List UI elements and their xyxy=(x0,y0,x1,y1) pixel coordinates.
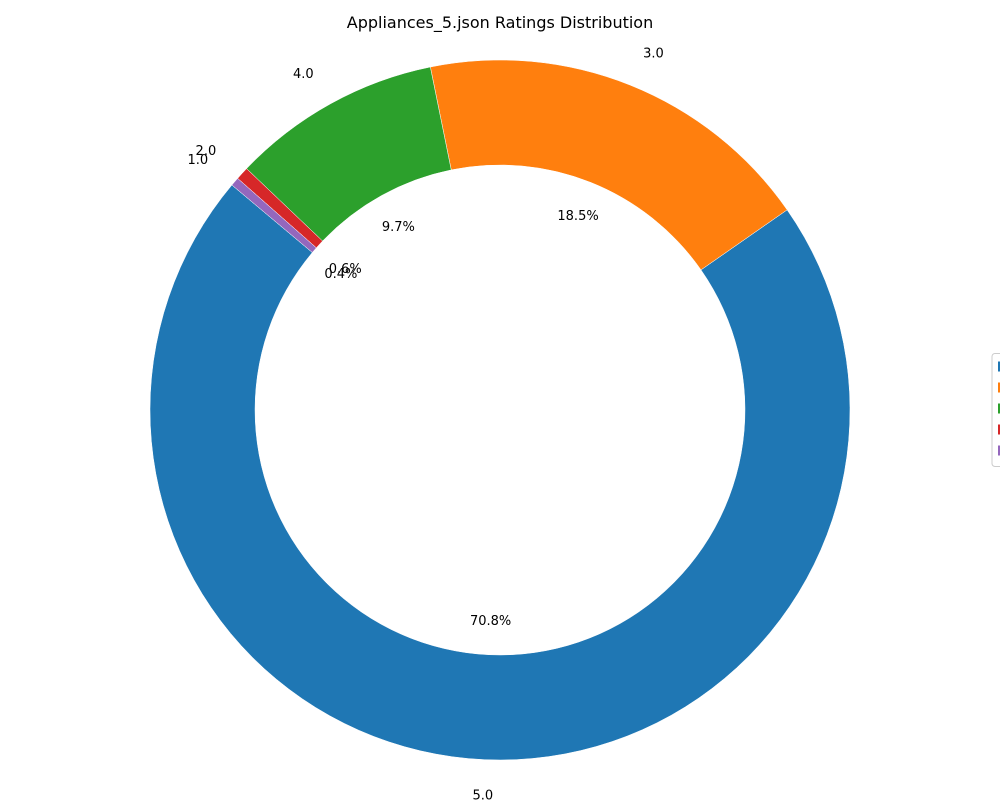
category-labels-group: 5.0 3.0 4.0 2.01.0 xyxy=(188,47,664,800)
percent-label-3.0: 18.5% xyxy=(557,209,598,224)
legend-swatch-2.0 xyxy=(998,424,1000,435)
category-label-3.0: 3.0 xyxy=(643,47,664,62)
slice-3.0 xyxy=(430,59,788,271)
legend-frame xyxy=(991,353,1000,467)
slice-1.0 xyxy=(231,178,317,253)
percent-label-1.0: 0.4% xyxy=(324,267,357,282)
legend-swatch-5.0 xyxy=(998,361,1000,372)
category-label-4.0: 4.0 xyxy=(293,67,314,82)
percent-label-5.0: 70.8% xyxy=(470,614,511,629)
category-label-2.0: 2.0 xyxy=(196,144,217,159)
percent-labels-group: 70.8% 18.5% 9.7% 0.6%0.4% xyxy=(324,209,598,629)
percent-label-2.0: 0.6% xyxy=(329,262,362,277)
category-label-5.0: 5.0 xyxy=(472,789,493,800)
slice-5.0 xyxy=(149,184,851,761)
percent-label-4.0: 9.7% xyxy=(382,220,415,235)
legend-swatch-4.0 xyxy=(998,403,1000,414)
slices-group xyxy=(149,59,851,761)
legend-swatch-1.0 xyxy=(998,445,1000,456)
legend xyxy=(991,353,1000,467)
category-label-1.0: 1.0 xyxy=(188,153,209,168)
chart-title: Appliances_5.json Ratings Distribution xyxy=(347,13,653,33)
legend-swatch-3.0 xyxy=(998,382,1000,393)
